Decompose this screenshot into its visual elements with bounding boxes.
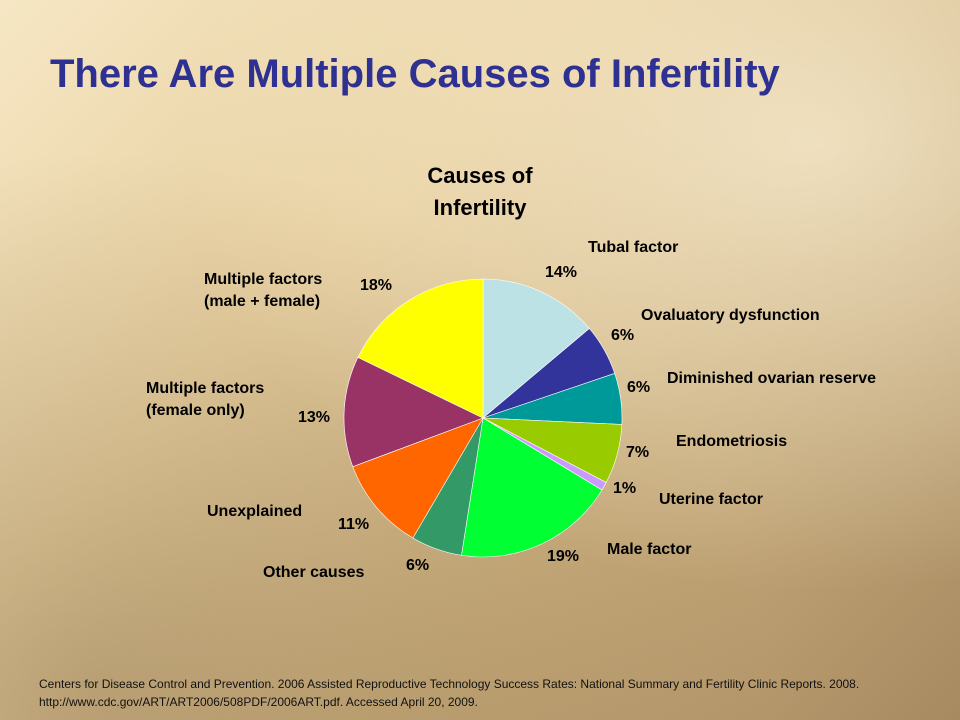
pct-multiple-factors-female: 13% [298,409,331,426]
pie-slice-9 [357,278,484,419]
chart-title-line-2: Infertility [433,195,527,220]
label-other-causes: Other causes [263,564,365,581]
label-tubal-factor: Tubal factor [588,239,679,256]
pie-slice-0 [482,278,590,419]
chart-title-line-1: Causes of [427,163,533,188]
pct-multiple-factors-male-female: 18% [360,277,393,294]
label-diminished-ovarian-reserve: Diminished ovarian reserve [667,370,876,387]
pct-uterine-factor: 1% [613,480,637,497]
label-ovaluatory-dysfunction: Ovaluatory dysfunction [641,307,820,324]
label-uterine-factor: Uterine factor [659,491,764,508]
source-citation: Centers for Disease Control and Preventi… [39,677,860,709]
slide-title: There Are Multiple Causes of Infertility [50,52,780,96]
chart-title: Causes of Infertility [380,160,580,224]
label-multiple-factors-male-female: Multiple factors (male + female) [204,271,323,310]
label-male-factor: Male factor [607,541,692,558]
pie-slice-8 [343,357,484,468]
pct-unexplained: 11% [338,516,370,533]
pie-slice-5 [461,417,603,558]
pct-tubal-factor: 14% [545,264,578,281]
pct-endometriosis: 7% [626,444,650,461]
pie-slice-7 [352,417,484,539]
pct-diminished-ovarian-reserve: 6% [627,379,651,396]
pct-male-factor: 19% [547,548,580,565]
label-multiple-factors-female: Multiple factors (female only) [146,380,265,419]
pct-ovaluatory-dysfunction: 6% [611,327,635,344]
pct-other-causes: 6% [406,557,430,574]
label-endometriosis: Endometriosis [676,433,788,450]
label-unexplained: Unexplained [207,503,303,520]
